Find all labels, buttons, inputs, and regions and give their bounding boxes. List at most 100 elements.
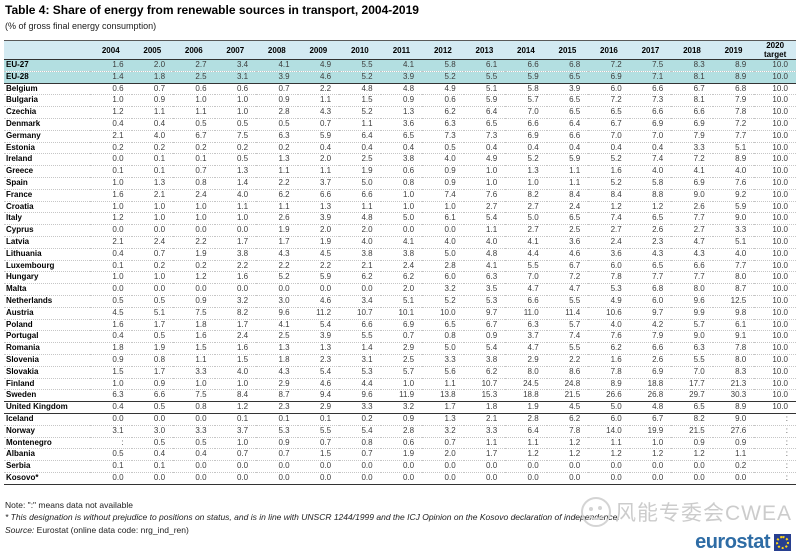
value-cell: 7.3: [463, 130, 506, 143]
value-cell: 4.2: [629, 319, 672, 332]
value-cell: 2.0: [297, 224, 340, 237]
value-cell: 2.3: [297, 354, 340, 367]
value-cell: 1.4: [90, 71, 132, 84]
value-cell: 8.4: [546, 189, 589, 202]
value-cell: 0.1: [173, 153, 215, 167]
value-cell: 6.0: [588, 413, 630, 426]
value-cell: 6.9: [629, 118, 672, 131]
value-cell: 0.7: [297, 437, 340, 450]
target-value-cell: :: [754, 437, 796, 450]
value-cell: 5.0: [588, 401, 630, 414]
value-cell: 0.0: [505, 460, 547, 473]
value-cell: 5.6: [422, 366, 464, 379]
country-label: Serbia: [4, 460, 90, 473]
value-cell: 3.7: [214, 425, 257, 438]
value-cell: 0.5: [422, 142, 464, 155]
year-column-header: 2005: [131, 40, 174, 60]
value-cell: 3.3: [463, 425, 506, 438]
value-cell: 1.6: [214, 342, 257, 355]
value-cell: 7.2: [588, 94, 630, 108]
value-cell: 1.1: [463, 224, 506, 237]
value-cell: 0.0: [131, 224, 174, 237]
value-cell: 7.4: [588, 212, 630, 226]
value-cell: 27.6: [712, 425, 755, 438]
value-cell: 0.9: [422, 165, 464, 178]
value-cell: 5.9: [712, 201, 755, 214]
value-cell: 7.5: [173, 307, 215, 320]
target-value-cell: 10.0: [754, 153, 796, 167]
value-cell: 29.7: [671, 389, 713, 403]
value-cell: 6.0: [422, 271, 464, 285]
value-cell: 0.0: [422, 460, 464, 473]
value-cell: 2.5: [339, 153, 381, 167]
value-cell: 1.3: [256, 153, 298, 167]
value-cell: 2.4: [214, 330, 257, 344]
value-cell: 4.0: [712, 165, 755, 178]
value-cell: 5.8: [505, 83, 547, 96]
value-cell: 7.3: [422, 130, 464, 143]
value-cell: 7.7: [629, 271, 672, 285]
eu-flag-icon: [774, 534, 791, 551]
value-cell: 0.6: [422, 94, 464, 108]
value-cell: 4.1: [256, 59, 298, 72]
country-label: Denmark: [4, 118, 90, 131]
value-cell: 2.0: [339, 224, 381, 237]
value-cell: 7.2: [712, 118, 755, 131]
value-cell: 0.6: [90, 83, 132, 96]
value-cell: 6.1: [463, 59, 506, 72]
value-cell: 7.5: [173, 389, 215, 403]
value-cell: 7.4: [422, 189, 464, 202]
value-cell: 1.0: [131, 201, 174, 214]
value-cell: 5.5: [505, 260, 547, 273]
value-cell: 0.7: [131, 248, 174, 261]
country-label: Spain: [4, 177, 90, 190]
value-cell: 2.2: [173, 236, 215, 249]
value-cell: 5.2: [422, 295, 464, 308]
value-cell: 2.5: [173, 71, 215, 84]
target-value-cell: :: [754, 460, 796, 473]
value-cell: 7.2: [588, 59, 630, 72]
value-cell: 4.0: [214, 189, 257, 202]
value-cell: 0.5: [214, 153, 257, 167]
value-cell: 5.3: [588, 283, 630, 296]
value-cell: 6.3: [422, 118, 464, 131]
value-cell: 0.4: [463, 142, 506, 155]
value-cell: 0.0: [90, 413, 132, 426]
eurostat-logo: eurostat: [695, 531, 791, 554]
value-cell: 2.2: [256, 177, 298, 190]
value-cell: 1.0: [131, 271, 174, 285]
country-label: Belgium: [4, 83, 90, 96]
value-cell: 4.4: [339, 378, 381, 391]
value-cell: 4.6: [297, 378, 340, 391]
value-cell: 9.6: [256, 307, 298, 320]
value-cell: 0.9: [256, 437, 298, 450]
value-cell: 0.8: [422, 330, 464, 344]
value-cell: 24.5: [505, 378, 547, 391]
value-cell: 3.8: [380, 248, 423, 261]
value-cell: 2.0: [297, 153, 340, 167]
value-cell: 1.3: [131, 177, 174, 190]
value-cell: 8.4: [214, 389, 257, 403]
value-cell: 2.7: [173, 59, 215, 72]
value-cell: 1.7: [214, 236, 257, 249]
value-cell: 9.7: [463, 307, 506, 320]
target-value-cell: 10.0: [754, 130, 796, 143]
value-cell: 8.9: [712, 401, 755, 414]
country-label: Montenegro: [4, 437, 90, 450]
value-cell: 1.0: [214, 378, 257, 391]
value-cell: 0.8: [173, 401, 215, 414]
value-cell: 0.4: [546, 142, 589, 155]
table-row: Serbia 0.1 0.1 0.0 0.0 0.0 0.0 0.0 0.0 0.0 0.0 0.0 0…: [4, 460, 796, 473]
value-cell: 0.0: [463, 460, 506, 473]
value-cell: 0.0: [339, 283, 381, 296]
value-cell: 1.1: [256, 201, 298, 214]
value-cell: 6.6: [297, 189, 340, 202]
value-cell: 1.0: [90, 201, 132, 214]
value-cell: 6.0: [629, 295, 672, 308]
value-cell: 0.0: [297, 460, 340, 473]
value-cell: 1.0: [463, 177, 506, 190]
year-column-header: 2011: [380, 40, 423, 60]
table-row: United Kingdom 0.4 0.5 0.8 1.2 2.3 2.9 3.3 3.2 1.…: [4, 401, 796, 414]
value-cell: 7.8: [546, 425, 589, 438]
value-cell: 3.1: [339, 354, 381, 367]
